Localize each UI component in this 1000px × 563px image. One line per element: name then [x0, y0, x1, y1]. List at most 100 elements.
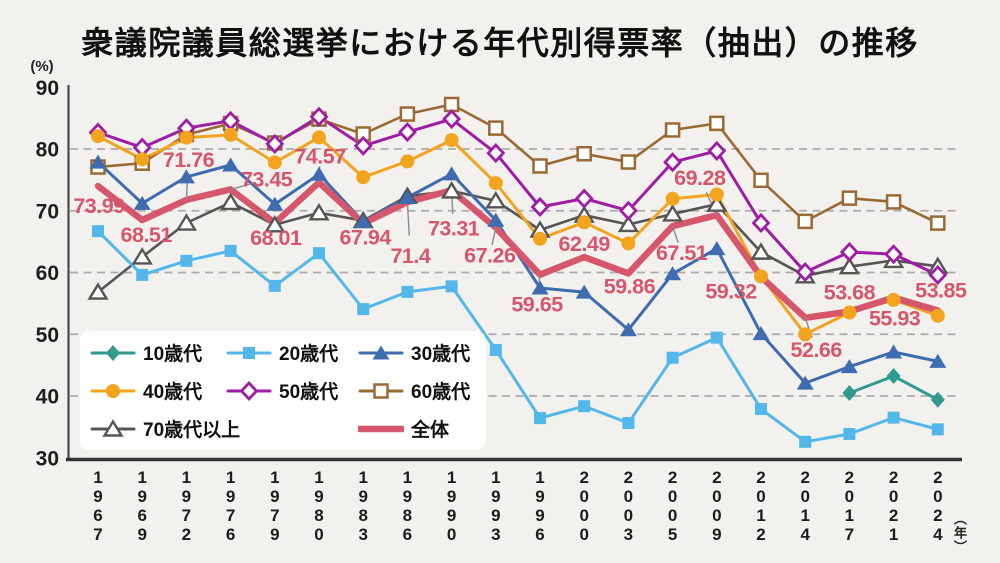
marker-30s	[929, 353, 947, 368]
marker-60s	[488, 120, 504, 136]
marker-50s	[265, 133, 285, 154]
marker-40s	[444, 133, 459, 148]
legend-item-10s: 10歳代	[90, 339, 226, 366]
marker-30s	[840, 359, 858, 374]
legend-item-60s: 60歳代	[358, 377, 484, 404]
x-axis-label-year: 1 9 7 2	[181, 468, 192, 545]
marker-50s	[795, 262, 815, 283]
overall-value-label: 67.26	[464, 244, 516, 268]
marker-60s	[664, 122, 681, 138]
marker-10s	[842, 384, 857, 401]
series-line-20s	[96, 229, 940, 444]
marker-40s	[842, 305, 857, 320]
legend-marker-70s-plus	[90, 418, 136, 437]
overall-value-label: 52.66	[791, 338, 843, 362]
marker-40s	[223, 127, 238, 142]
overall-value-label: 73.99	[73, 194, 125, 218]
legend-item-overall: 全体	[358, 415, 484, 442]
legend-label: 20歳代	[279, 344, 339, 365]
marker-70s-plus	[485, 190, 507, 209]
marker-70s-plus	[750, 242, 772, 260]
marker-70s-plus	[661, 204, 684, 222]
marker-60s	[709, 115, 725, 132]
marker-40s	[533, 231, 547, 246]
marker-20s	[243, 346, 255, 359]
marker-40s	[91, 129, 105, 144]
marker-20s	[931, 423, 944, 436]
marker-30s	[310, 166, 328, 181]
x-axis-label-year: 2 0 0 5	[667, 468, 678, 545]
marker-50s	[663, 152, 683, 173]
marker-70s-plus	[175, 213, 198, 231]
legend-label: 50歳代	[279, 382, 339, 403]
overall-value-label: 53.85	[915, 278, 967, 302]
marker-50s	[751, 212, 771, 234]
legend-marker-10s	[90, 344, 136, 361]
chart-legend: 10歳代 20歳代 30歳代 40歳代 50歳代 60歳代 70歳代以上 全体	[80, 331, 486, 450]
marker-70s-plus	[838, 256, 861, 275]
marker-70s-plus	[264, 215, 286, 233]
marker-40s	[106, 383, 120, 398]
marker-20s	[136, 268, 149, 281]
marker-40s	[754, 269, 768, 284]
legend-marker-overall	[358, 425, 404, 432]
legend-marker-30s	[358, 345, 404, 359]
marker-50s	[884, 244, 904, 265]
marker-70s-plus	[219, 192, 242, 211]
marker-50s	[928, 264, 948, 286]
x-axis-label-year: 1 9 8 0	[314, 468, 324, 545]
x-axis-label-year: 2 0 2 4	[933, 468, 943, 545]
marker-70s-plus	[617, 214, 640, 233]
marker-40s	[577, 215, 592, 230]
marker-30s	[575, 284, 593, 299]
marker-50s	[442, 109, 462, 130]
marker-20s	[357, 303, 370, 316]
overall-value-label: 67.51	[656, 241, 708, 265]
marker-50s	[353, 135, 373, 156]
marker-30s	[664, 266, 682, 281]
marker-70s-plus	[87, 282, 109, 300]
x-axis-label-year: 1 9 6 9	[137, 468, 147, 545]
marker-40s	[886, 292, 901, 307]
x-axis-label-year: 2 0 1 2	[756, 468, 766, 545]
marker-40s	[356, 170, 371, 185]
marker-40s	[488, 176, 503, 191]
marker-30s	[133, 195, 151, 210]
x-axis-label-year: 1 9 9 6	[535, 468, 545, 545]
marker-40s	[798, 327, 813, 342]
marker-10s	[930, 391, 945, 408]
marker-30s	[372, 345, 390, 359]
overall-value-label: 73.45	[241, 167, 293, 191]
x-axis-label-year: 1 9 8 3	[358, 468, 368, 545]
legend-marker-20s	[226, 346, 272, 359]
x-axis-label-year: 2 0 0 9	[712, 468, 722, 545]
x-axis-label-year: 2 0 1 7	[844, 468, 855, 545]
y-tick-label: 70	[36, 200, 59, 223]
marker-20s	[268, 279, 281, 292]
marker-40s	[267, 155, 282, 170]
marker-40s	[135, 152, 150, 167]
marker-50s	[618, 200, 638, 221]
marker-70s-plus	[102, 418, 124, 437]
overall-value-label: 59.32	[705, 280, 757, 304]
marker-20s	[180, 254, 193, 267]
label-leader-line	[406, 202, 410, 236]
legend-item-40s: 40歳代	[90, 377, 226, 404]
label-leader-line	[491, 227, 497, 246]
legend-label: 60歳代	[411, 382, 471, 403]
legend-marker-50s	[226, 380, 272, 401]
x-axis-label-year: 2 0 1 4	[800, 468, 810, 545]
marker-30s	[177, 169, 195, 184]
marker-70s-plus	[440, 181, 463, 199]
marker-30s	[487, 212, 505, 227]
overall-value-label: 73.31	[428, 216, 480, 240]
marker-30s	[222, 157, 240, 172]
marker-30s	[752, 326, 770, 341]
x-axis-label-year: 1 9 7 9	[270, 468, 280, 545]
marker-30s	[354, 214, 372, 229]
marker-10s	[106, 344, 120, 361]
marker-20s	[755, 403, 767, 416]
marker-70s-plus	[308, 203, 330, 221]
